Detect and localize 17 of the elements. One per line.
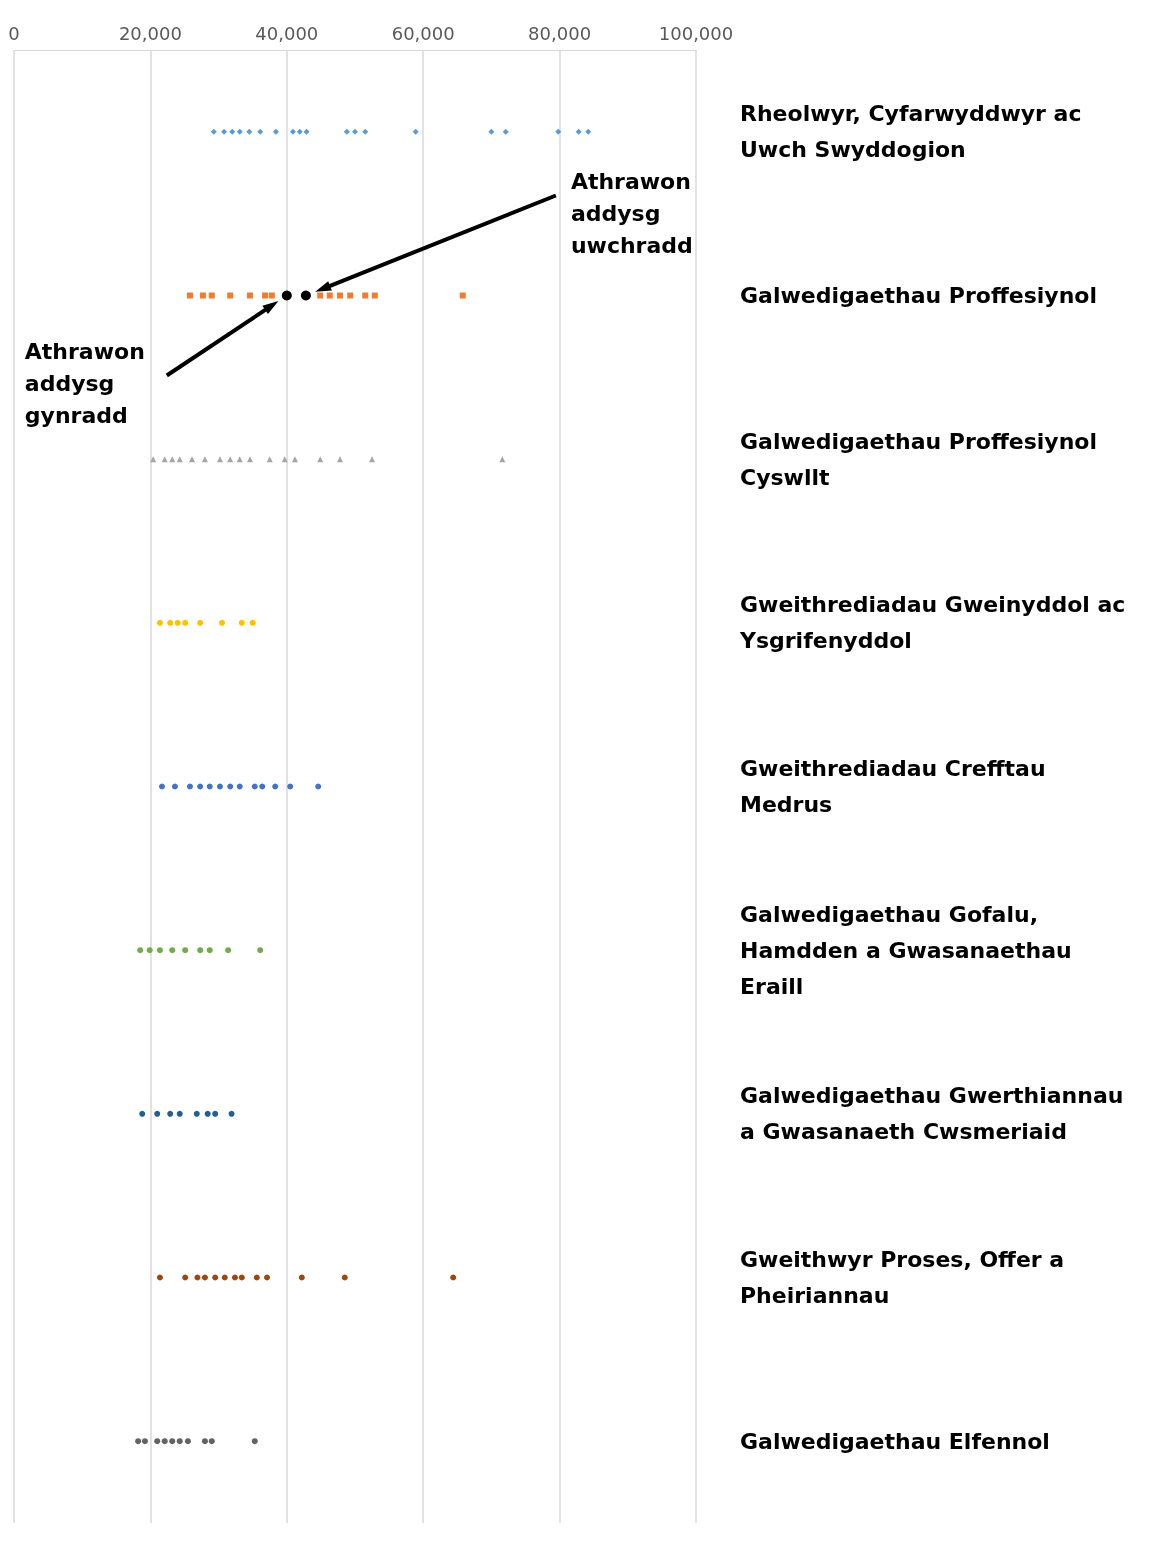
annotation: Athrawon addysg uwchradd <box>570 167 694 260</box>
y-tick-label: Rheolwyr, Cyfarwyddwyr ac Uwch Swyddogion <box>740 101 1090 163</box>
x-tick-label: 40,000 <box>255 22 319 44</box>
y-tick-label: Galwedigaethau Gofalu, Hamdden a Gwasanaethau Eraill <box>740 901 1080 999</box>
x-tick-label: 60,000 <box>391 22 455 44</box>
y-tick-label: Galwedigaethau Proffesiynol Cyswllt <box>740 428 1105 490</box>
x-tick-label: 100,000 <box>658 22 734 44</box>
x-tick-label: 80,000 <box>528 22 592 44</box>
x-tick-label: 0 <box>8 22 20 44</box>
y-tick-label: Gweithrediadau Gweinyddol ac Ysgrifenyddol <box>739 592 1134 654</box>
annotation: Athrawon addysg gynradd <box>24 337 146 430</box>
x-tick-label: 20,000 <box>118 22 182 44</box>
y-tick-label: Galwedigaethau Elfennol <box>740 1428 1050 1454</box>
y-tick-label: Galwedigaethau Gwerthiannau a Gwasanaeth Cwsmeriaid <box>740 1083 1132 1145</box>
y-tick-label: Gweithrediadau Crefftau Medrus <box>740 756 1054 817</box>
y-tick-label: Galwedigaethau Proffesiynol <box>740 283 1097 308</box>
y-tick-label: Gweithwyr Proses, Offer a Pheiriannau <box>740 1247 1072 1308</box>
